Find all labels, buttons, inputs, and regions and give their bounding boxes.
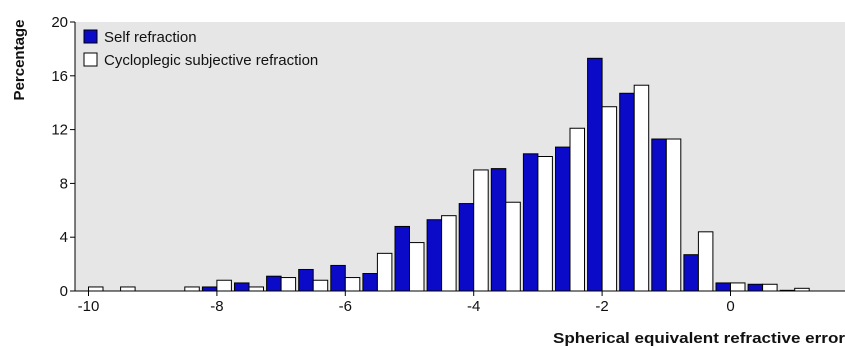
bar-cycloplegic (730, 282, 746, 292)
bar-self-refraction (715, 282, 731, 292)
bar-cycloplegic (120, 286, 136, 292)
bar-cycloplegic (473, 169, 489, 292)
y-tick-label: 0 (60, 283, 68, 300)
bar-cycloplegic (762, 283, 778, 292)
x-tick-label: -8 (210, 298, 223, 315)
bar-self-refraction (619, 92, 635, 292)
bar-self-refraction (490, 168, 507, 292)
x-tick-label: -6 (339, 298, 352, 315)
y-axis-title: Percentage (11, 20, 28, 101)
legend-swatch-cycloplegic (83, 52, 98, 67)
bar-cycloplegic (569, 127, 585, 292)
y-tick-label: 8 (60, 175, 68, 192)
bar-cycloplegic (665, 138, 682, 292)
bar-cycloplegic (601, 106, 618, 292)
legend-label-self-refraction: Self refraction (104, 29, 197, 46)
bar-self-refraction (201, 286, 218, 292)
bar-self-refraction (426, 219, 443, 292)
bar-self-refraction (234, 282, 250, 292)
x-tick-label: -10 (78, 298, 100, 315)
bar-cycloplegic (216, 279, 232, 292)
bar-cycloplegic (505, 201, 521, 292)
bar-cycloplegic (248, 286, 264, 292)
y-tick-label: 4 (60, 229, 68, 246)
legend: Self refraction Cycloplegic subjective r… (83, 29, 318, 69)
bar-self-refraction (298, 268, 314, 292)
bar-self-refraction (458, 203, 475, 292)
bars-layer (88, 57, 810, 292)
x-tick-label: -4 (467, 298, 480, 315)
bar-cycloplegic (312, 279, 329, 292)
y-tick-label: 20 (51, 14, 68, 31)
y-tick-label: 16 (51, 68, 68, 85)
bar-cycloplegic (344, 277, 361, 292)
bar-self-refraction (651, 138, 667, 292)
bar-self-refraction (330, 264, 346, 292)
x-axis: -10 -8 -6 -4 -2 0 (75, 290, 845, 315)
bar-cycloplegic (697, 231, 714, 292)
bar-self-refraction (587, 57, 603, 292)
bar-self-refraction (362, 273, 378, 292)
bar-cycloplegic (537, 156, 553, 292)
bar-cycloplegic (409, 242, 425, 292)
bar-cycloplegic (633, 84, 650, 292)
bar-self-refraction (747, 283, 764, 292)
bar-cycloplegic (280, 277, 297, 292)
x-tick-label: -2 (595, 298, 608, 315)
y-axis: 0 4 8 12 16 20 (51, 14, 76, 300)
x-tick-label: 0 (726, 298, 734, 315)
bar-cycloplegic (88, 286, 104, 292)
bar-cycloplegic (184, 286, 200, 292)
bar-self-refraction (683, 254, 699, 292)
legend-label-cycloplegic: Cycloplegic subjective refraction (104, 52, 318, 69)
bar-cycloplegic (376, 252, 393, 292)
bar-self-refraction (555, 146, 571, 292)
bar-self-refraction (266, 275, 282, 292)
bar-self-refraction (522, 153, 539, 292)
bar-cycloplegic (441, 215, 457, 292)
bar-self-refraction (394, 225, 410, 292)
legend-swatch-self-refraction (83, 29, 98, 44)
x-axis-title: Spherical equivalent refractive error (553, 330, 845, 347)
y-tick-label: 12 (51, 122, 68, 139)
